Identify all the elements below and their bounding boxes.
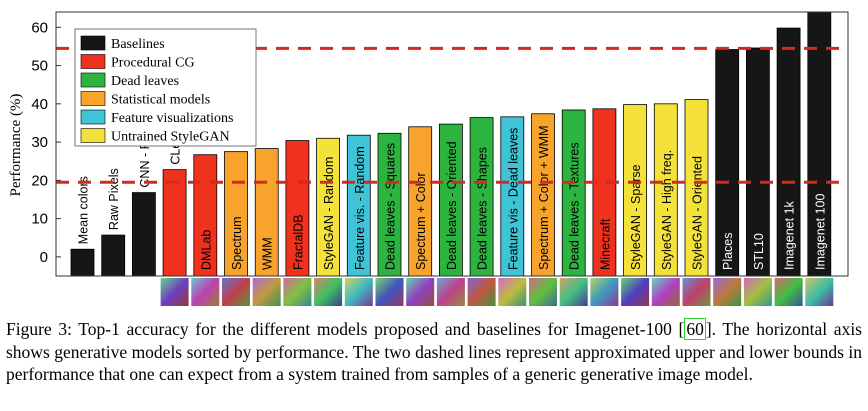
legend-label-dead-leaves: Dead leaves <box>111 74 179 89</box>
thumbnail-stylegan-sparse <box>621 278 650 306</box>
bar-cnn-rand <box>131 192 156 277</box>
thumbnail-spectrum <box>222 278 250 306</box>
bar-label-stl10: STL10 <box>752 233 766 270</box>
y-tick-label: 30 <box>31 134 48 151</box>
y-tick-label: 0 <box>40 249 48 266</box>
caption-label: Figure 3: <box>6 319 72 339</box>
thumbnail-feature-vis-dead-leaves <box>498 278 527 306</box>
thumbnail-wmm <box>252 278 281 306</box>
thumbnail-clevr <box>160 278 189 306</box>
y-tick-label: 60 <box>31 19 48 36</box>
thumbnail-stylegan-oriented <box>682 278 711 306</box>
y-tick-label: 40 <box>31 96 48 113</box>
legend-swatch-dead-leaves <box>80 72 106 88</box>
y-tick-label: 20 <box>31 172 48 189</box>
y-tick-label: 50 <box>31 58 48 75</box>
bar-label-dead-leaves-textures: Dead leaves - Textures <box>568 142 582 270</box>
figure-caption: Figure 3: Top-1 accuracy for the differe… <box>6 318 862 386</box>
legend-swatch-baselines <box>80 35 106 51</box>
thumbnail-stl10 <box>743 278 772 306</box>
legend-label-untrained-stylegan: Untrained StyleGAN <box>111 130 230 145</box>
bar-label-raw-pixels: Raw Pixels <box>107 168 121 230</box>
thumbnail-dead-leaves-shapes <box>467 278 496 306</box>
bar-label-feature-vis-dead-leaves: Feature vis - Dead leaves <box>506 128 520 270</box>
thumbnail-places <box>713 278 742 306</box>
caption-text-a: Top-1 accuracy for the different models … <box>78 319 685 339</box>
bar-label-stylegan-sparse: StyleGAN - Sparse <box>629 164 643 270</box>
thumbnail-feature-vis-random <box>344 278 373 306</box>
thumbnail-stylegan-random <box>314 278 343 306</box>
bar-label-spectrum-color-wmm: Spectrum + Color + WMM <box>537 126 551 270</box>
thumbnail-dead-leaves-squares <box>375 278 404 306</box>
thumbnail-imagenet-100 <box>805 278 834 306</box>
bar-label-dead-leaves-shapes: Dead leaves - Shapes <box>476 147 490 270</box>
thumbnail-stylegan-high-freq <box>651 278 680 306</box>
legend-label-baselines: Baselines <box>111 37 165 52</box>
bar-mean-colors <box>70 248 95 277</box>
thumbnail-spectrum-color <box>406 278 435 306</box>
bar-label-stylegan-random: StyleGAN - Random <box>322 157 336 270</box>
bar-label-stylegan-high-freq: StyleGAN - High freq. <box>660 150 674 270</box>
thumbnail-spectrum-color-wmm <box>529 278 557 306</box>
bar-label-dead-leaves-squares: Dead leaves - Squares <box>384 143 398 270</box>
thumbnail-dead-leaves-textures <box>559 278 588 306</box>
bar-label-imagenet-1k: Imagenet 1k <box>783 200 797 270</box>
thumbnail-minecraft <box>590 278 619 306</box>
legend-label-statistical-models: Statistical models <box>111 93 210 108</box>
bar-label-minecraft: Minecraft <box>598 218 612 270</box>
bar-label-places: Places <box>721 232 735 270</box>
legend: Baselines Procedural CG Dead leaves Statist… <box>74 28 257 147</box>
bar-label-dead-leaves-oriented: Dead leaves - Oriented <box>445 141 459 270</box>
bar-clevr <box>162 169 187 277</box>
bar-label-stylegan-oriented: StyleGAN - Oriented <box>691 156 705 270</box>
legend-swatch-untrained-stylegan <box>80 128 106 143</box>
plot-frame <box>55 11 849 277</box>
bar-label-spectrum-color: Spectrum + Color <box>414 172 428 270</box>
bar-label-spectrum: Spectrum <box>230 217 244 271</box>
bar-label-feature-vis-random: Feature vis. - Random <box>353 146 367 270</box>
legend-swatch-statistical-models <box>80 91 106 106</box>
thumbnail-imagenet-1k <box>774 278 803 306</box>
legend-swatch-procedural-cg <box>80 54 106 69</box>
bar-label-fractaldb: FractalDB <box>291 214 305 270</box>
citation-link[interactable]: 60 <box>684 318 706 340</box>
thumbnail-dead-leaves-oriented <box>436 278 465 306</box>
bar-label-wmm: WMM <box>261 237 275 270</box>
sample-thumbnails <box>160 278 834 306</box>
bar-label-mean-colors: Mean colors <box>77 176 91 244</box>
bar-label-imagenet-100: Imagenet 100 <box>813 194 827 270</box>
bar-raw-pixels <box>101 234 126 277</box>
axes: 0 10 20 30 40 50 60 <box>31 11 849 277</box>
legend-swatch-feature-visualizations <box>80 109 106 125</box>
thumbnail-dmlab <box>191 278 220 306</box>
thumbnail-fractaldb <box>283 278 312 306</box>
legend-label-feature-visualizations: Feature visualizations <box>111 111 233 126</box>
caption-text-b: ]. The horizontal axis shows generative … <box>6 319 862 384</box>
bar-label-dmlab: DMLab <box>199 230 213 270</box>
bars <box>70 11 832 277</box>
y-tick-label: 10 <box>31 211 48 228</box>
legend-label-procedural-cg: Procedural CG <box>111 56 195 71</box>
y-axis-label: Performance (%) <box>8 94 24 197</box>
